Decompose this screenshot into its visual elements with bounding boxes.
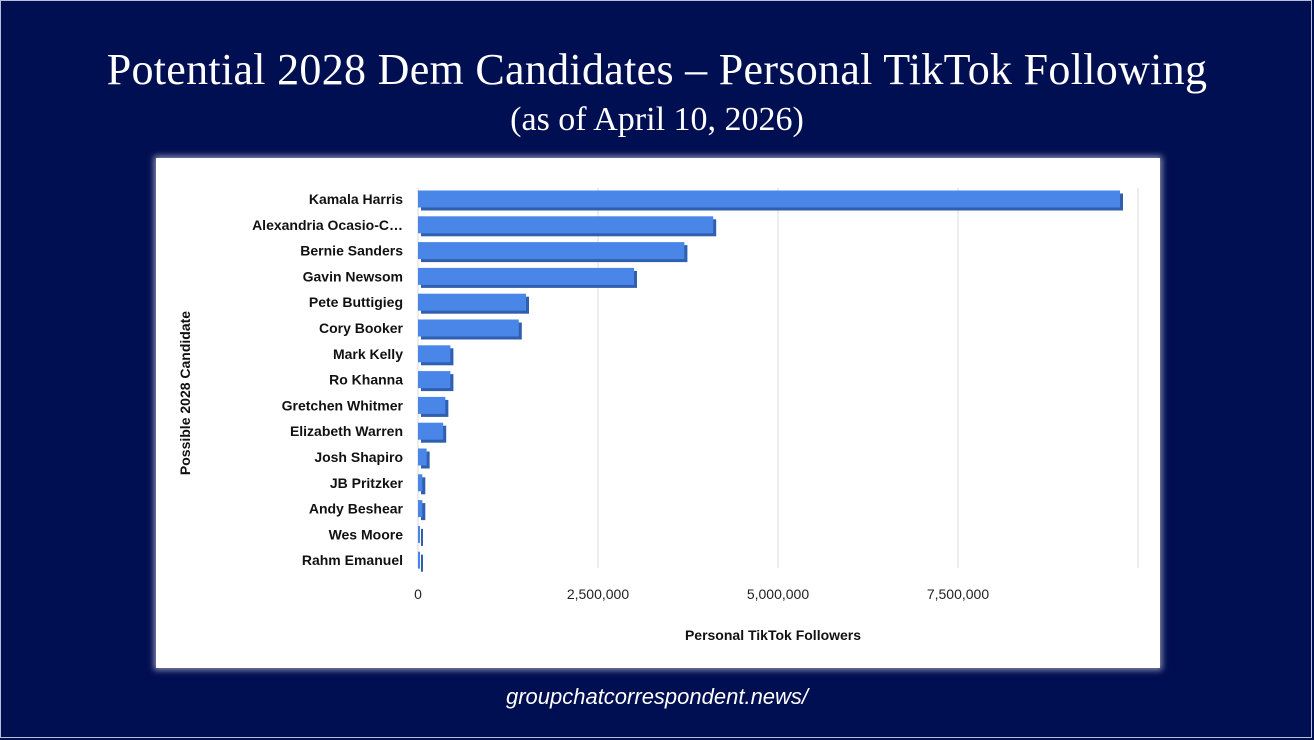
- category-label: Josh Shapiro: [314, 449, 403, 465]
- bar: [418, 242, 688, 263]
- bar: [418, 293, 529, 314]
- category-label: Gretchen Whitmer: [282, 397, 404, 413]
- bar: [418, 371, 454, 392]
- category-label: Kamala Harris: [309, 191, 403, 207]
- bar-shadow: [421, 528, 423, 546]
- bar-face: [418, 242, 685, 260]
- bars: [418, 190, 1123, 572]
- bar: [418, 474, 426, 495]
- bar: [418, 345, 454, 366]
- bar-face: [418, 345, 451, 363]
- bar-face: [418, 267, 634, 285]
- category-label: Rahm Emanuel: [302, 552, 403, 568]
- x-tick-labels: 0 2,500,000 5,000,000 7,500,000: [414, 586, 989, 602]
- category-label: Alexandria Ocasio-C…: [252, 217, 403, 233]
- bar-face: [418, 371, 451, 389]
- category-label: Ro Khanna: [329, 372, 403, 388]
- bar: [418, 396, 449, 417]
- bar-shadow: [421, 477, 426, 495]
- bar: [418, 500, 426, 521]
- bar: [418, 267, 637, 288]
- category-label: Wes Moore: [329, 526, 404, 542]
- source-footer: groupchatcorrespondent.news/: [505, 684, 809, 709]
- bar-face: [418, 525, 420, 543]
- x-tick-label: 7,500,000: [927, 586, 989, 602]
- category-label: Elizabeth Warren: [290, 423, 403, 439]
- bar-face: [418, 319, 519, 337]
- bar-face: [418, 448, 427, 466]
- category-label: Pete Buttigieg: [309, 294, 403, 310]
- bar-face: [418, 396, 446, 414]
- bar-face: [418, 474, 423, 492]
- x-axis-title: Personal TikTok Followers: [685, 627, 861, 643]
- bar: [418, 448, 430, 469]
- bar-chart: Kamala Harris Alexandria Ocasio-C… Bernie …: [177, 188, 1139, 643]
- chart-card: Kamala Harris Alexandria Ocasio-C… Bernie …: [156, 158, 1160, 668]
- bar: [418, 190, 1123, 211]
- category-label: Mark Kelly: [333, 346, 403, 362]
- bar-face: [418, 216, 714, 234]
- bar: [418, 525, 423, 546]
- bar-face: [418, 190, 1120, 208]
- category-label: Gavin Newsom: [303, 268, 403, 284]
- slide-subtitle: (as of April 10, 2026): [510, 101, 804, 138]
- category-labels: Kamala Harris Alexandria Ocasio-C… Bernie …: [252, 191, 403, 568]
- bar-face: [418, 551, 420, 569]
- category-label: Andy Beshear: [309, 501, 404, 517]
- bar-face: [418, 422, 444, 440]
- bar: [418, 422, 447, 443]
- slide-title: Potential 2028 Dem Candidates – Personal…: [106, 45, 1208, 94]
- bar: [418, 551, 423, 572]
- bar: [418, 216, 717, 237]
- x-tick-label: 0: [414, 586, 422, 602]
- bar-shadow: [421, 554, 423, 572]
- category-label: Bernie Sanders: [300, 243, 403, 259]
- bar-shadow: [421, 503, 426, 521]
- x-tick-label: 5,000,000: [747, 586, 809, 602]
- category-label: JB Pritzker: [330, 475, 404, 491]
- x-tick-label: 2,500,000: [567, 586, 629, 602]
- category-label: Cory Booker: [319, 320, 404, 336]
- bar-face: [418, 293, 526, 311]
- bar-face: [418, 500, 423, 518]
- y-axis-title: Possible 2028 Candidate: [177, 311, 193, 475]
- bar: [418, 319, 522, 340]
